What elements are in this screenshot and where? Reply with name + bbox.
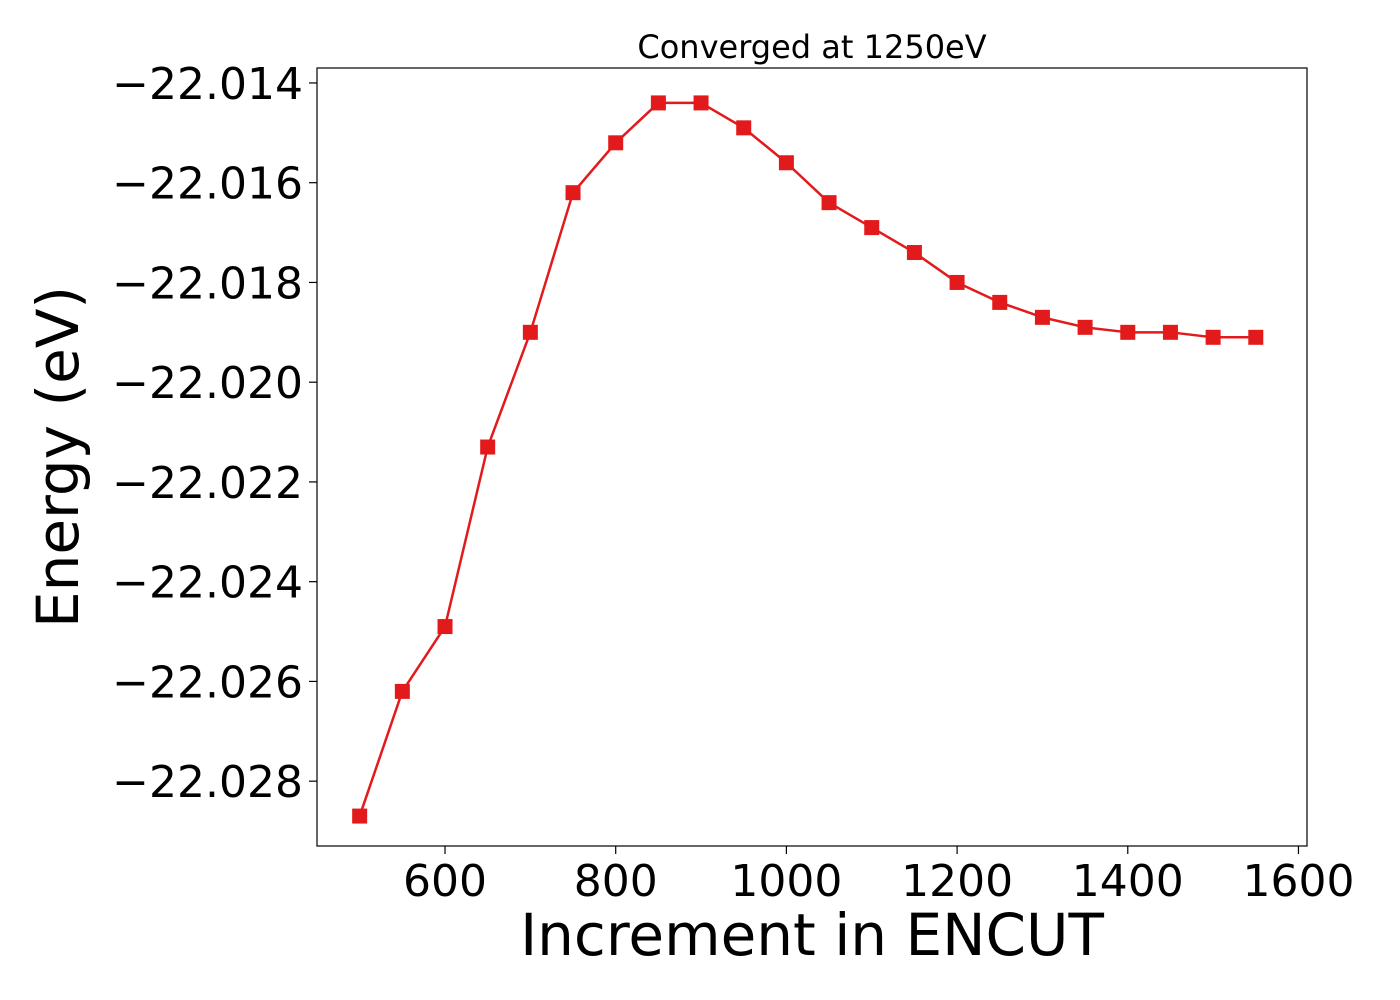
data-point-marker [480, 439, 496, 455]
data-point-marker [522, 324, 538, 340]
y-tick-label: −22.014 [112, 59, 303, 110]
data-point-marker [1077, 319, 1093, 335]
data-point-marker [437, 619, 453, 635]
data-point-marker [394, 683, 410, 699]
plot-frame [316, 67, 1308, 847]
data-point-marker [992, 294, 1008, 310]
y-tick-label: −22.028 [112, 757, 303, 808]
data-point-marker [693, 95, 709, 111]
data-point-marker [1205, 329, 1221, 345]
chart-title: Converged at 1250eV [637, 28, 986, 66]
data-point-marker [1034, 309, 1050, 325]
data-point-marker [352, 808, 368, 824]
data-point-marker [864, 220, 880, 236]
data-point-marker [650, 95, 666, 111]
data-point-marker [906, 245, 922, 261]
data-point-marker [565, 185, 581, 201]
x-tick-label: 1600 [1242, 856, 1354, 907]
data-point-marker [1120, 324, 1136, 340]
data-point-marker [1162, 324, 1178, 340]
x-tick-label: 800 [574, 856, 658, 907]
y-tick-label: −22.018 [112, 258, 303, 309]
x-axis-title: Increment in ENCUT [520, 901, 1104, 969]
y-tick-label: −22.024 [112, 558, 303, 609]
data-point-marker [778, 155, 794, 171]
y-tick-label: −22.016 [112, 159, 303, 210]
x-tick-label: 600 [403, 856, 487, 907]
y-tick-label: −22.026 [112, 657, 303, 708]
plot-area: 600 800 1000 1200 1400 1600 −22.014 −22.016 −22.… [112, 59, 1354, 907]
series-line [358, 101, 1256, 817]
y-axis-title: Energy (eV) [24, 286, 92, 628]
y-tick-label: −22.020 [112, 358, 303, 409]
x-tick-label: 1000 [730, 856, 842, 907]
y-tick-label: −22.022 [112, 458, 303, 509]
data-point-marker [949, 274, 965, 290]
x-tick-label: 1400 [1072, 856, 1184, 907]
data-point-marker [821, 195, 837, 211]
x-tick-label: 1200 [901, 856, 1013, 907]
data-point-marker [1248, 329, 1264, 345]
data-point-marker [608, 135, 624, 151]
data-point-marker [736, 120, 752, 136]
